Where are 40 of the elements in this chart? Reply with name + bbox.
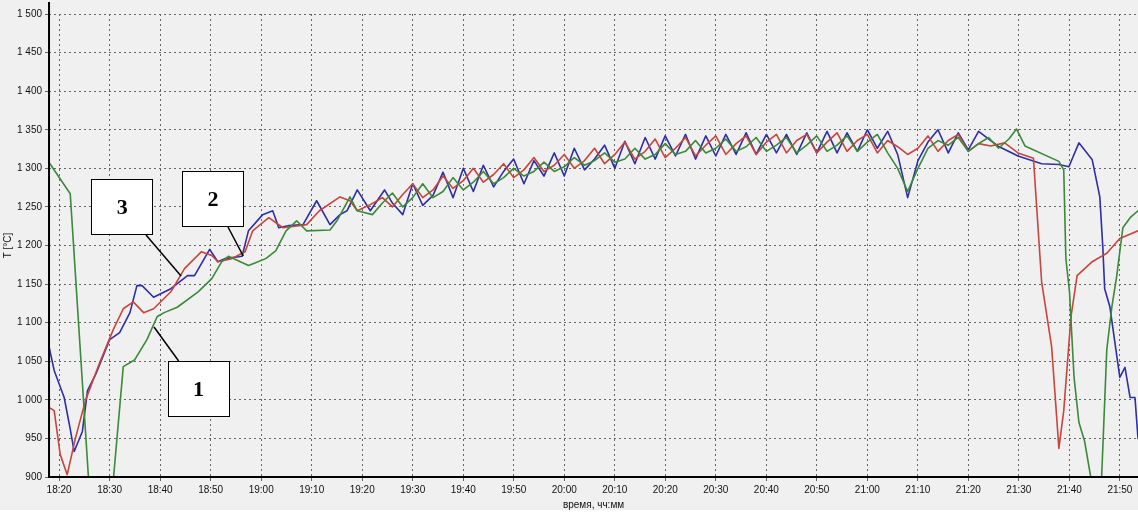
x-tick-label: 19:20 [349, 483, 376, 495]
y-tick-label: 900 [25, 470, 43, 482]
y-tick-label: 950 [25, 432, 43, 444]
y-tick-label: 1 050 [16, 355, 43, 366]
x-tick-label: 20:50 [804, 483, 830, 495]
y-tick-label: 1 200 [16, 239, 43, 251]
annotation: 3 [116, 193, 128, 220]
y-tick-label: 1 300 [16, 162, 43, 174]
x-tick-label: 20:30 [703, 483, 729, 495]
x-axis-title: время, чч:мм [562, 498, 625, 510]
x-tick-label: 21:40 [1056, 483, 1083, 495]
x-tick-label: 19:50 [501, 483, 527, 495]
y-axis-title: T [°C] [1, 232, 13, 259]
x-tick-label: 20:20 [652, 483, 679, 495]
x-tick-label: 21:20 [955, 483, 982, 495]
x-tick-label: 19:30 [400, 483, 426, 495]
x-tick-label: 21:00 [854, 483, 881, 495]
x-tick-label: 18:50 [198, 483, 224, 495]
x-tick-label: 21:30 [1006, 483, 1032, 495]
y-tick-label: 1 450 [16, 46, 43, 58]
y-tick-label: 1 400 [16, 84, 43, 96]
x-tick-label: 18:40 [147, 483, 174, 495]
x-tick-label: 18:20 [46, 483, 73, 495]
x-tick-label: 20:00 [551, 483, 578, 495]
x-tick-label: 19:40 [450, 483, 477, 495]
x-tick-label: 19:10 [299, 483, 325, 495]
annotation: 1 [193, 375, 205, 402]
y-tick-label: 1 500 [16, 7, 43, 19]
x-tick-label: 21:50 [1107, 483, 1133, 495]
annotation: 2 [207, 186, 219, 213]
y-tick-label: 1 100 [16, 316, 43, 328]
x-tick-label: 18:30 [97, 483, 123, 495]
y-tick-label: 1 150 [16, 277, 43, 289]
y-tick-label: 1 350 [16, 123, 43, 135]
y-tick-label: 1 250 [16, 200, 43, 212]
x-tick-label: 20:40 [753, 483, 780, 495]
y-tick-label: 1 000 [16, 393, 43, 405]
x-tick-label: 19:00 [248, 483, 275, 495]
x-tick-label: 20:10 [602, 483, 628, 495]
x-tick-label: 21:10 [905, 483, 931, 495]
